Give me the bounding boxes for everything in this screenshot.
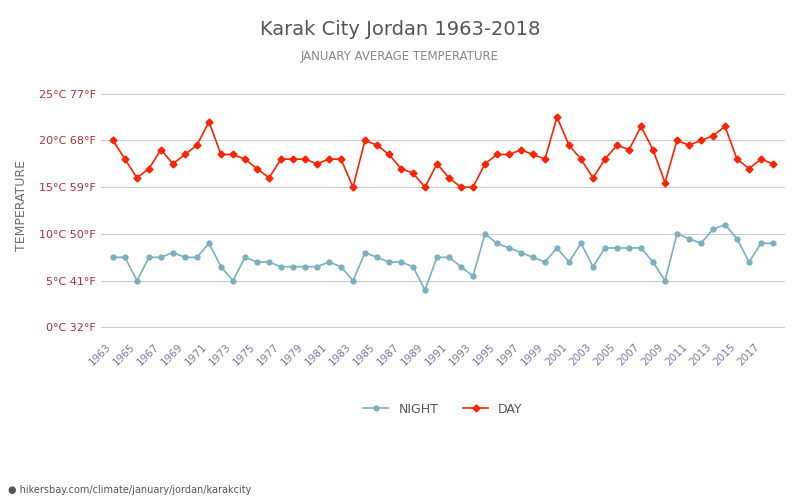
NIGHT <box>108 254 118 260</box>
DAY <box>528 152 538 158</box>
Line: NIGHT: NIGHT <box>110 222 775 292</box>
DAY <box>564 142 574 148</box>
NIGHT <box>420 287 430 293</box>
NIGHT <box>348 278 358 283</box>
Line: DAY: DAY <box>110 114 775 190</box>
NIGHT <box>624 245 634 251</box>
NIGHT <box>768 240 778 246</box>
DAY <box>636 124 646 130</box>
DAY <box>492 152 502 158</box>
NIGHT <box>552 245 562 251</box>
Text: JANUARY AVERAGE TEMPERATURE: JANUARY AVERAGE TEMPERATURE <box>301 50 499 63</box>
NIGHT <box>528 254 538 260</box>
Legend: NIGHT, DAY: NIGHT, DAY <box>358 398 528 420</box>
DAY <box>108 138 118 143</box>
NIGHT <box>120 254 130 260</box>
Text: ● hikersbay.com/climate/january/jordan/karakcity: ● hikersbay.com/climate/january/jordan/k… <box>8 485 251 495</box>
NIGHT <box>720 222 730 228</box>
Text: Karak City Jordan 1963-2018: Karak City Jordan 1963-2018 <box>260 20 540 39</box>
NIGHT <box>492 240 502 246</box>
DAY <box>768 161 778 167</box>
DAY <box>552 114 562 120</box>
DAY <box>120 156 130 162</box>
Y-axis label: TEMPERATURE: TEMPERATURE <box>15 160 28 252</box>
DAY <box>348 184 358 190</box>
DAY <box>360 138 370 143</box>
